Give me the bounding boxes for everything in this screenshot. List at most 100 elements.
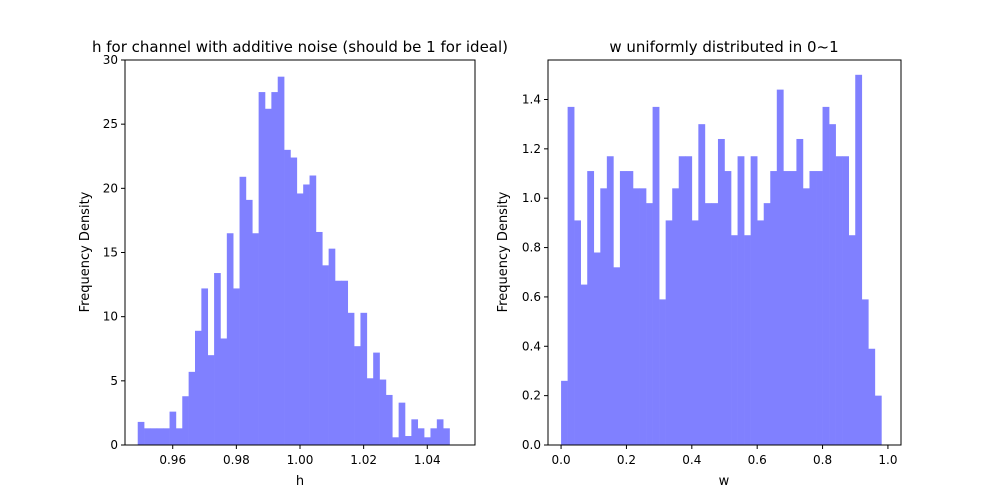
histogram-bar: [328, 248, 336, 445]
histogram-bar: [265, 108, 272, 446]
histogram-bar: [252, 233, 259, 445]
histogram-bar: [144, 428, 151, 445]
histogram-bar: [398, 402, 406, 445]
histogram-bar: [354, 346, 361, 445]
histogram-bar: [424, 437, 431, 445]
histogram-bar: [175, 428, 183, 445]
histogram-bar: [646, 203, 653, 445]
histogram-bar: [392, 437, 399, 445]
x-tick-label: 1.0: [878, 453, 897, 467]
histogram-bar: [315, 231, 323, 445]
chart-title: w uniformly distributed in 0~1: [609, 38, 838, 56]
histogram-bar: [373, 352, 380, 445]
histogram-bar: [226, 233, 234, 445]
y-tick-label: 15: [103, 246, 118, 260]
histogram-bar: [842, 156, 850, 445]
histogram-bar: [430, 428, 438, 445]
histogram-bar: [848, 235, 856, 445]
histogram-bar: [672, 188, 680, 446]
histogram-bar: [309, 175, 317, 445]
histogram-bar: [443, 428, 450, 445]
y-axis-label: Frequency Density: [496, 191, 511, 312]
x-tick-label: 0.0: [552, 453, 571, 467]
histogram-bar: [757, 220, 765, 445]
histogram-bar: [385, 394, 393, 445]
histogram-bar: [182, 396, 189, 445]
histogram-bar: [574, 220, 581, 445]
histogram-bar: [816, 171, 823, 446]
histogram-bar: [366, 378, 374, 445]
histogram-bar: [737, 156, 745, 445]
histogram-bar: [626, 171, 634, 446]
x-axis-label: w: [719, 474, 730, 489]
histogram-bar: [245, 199, 253, 445]
histogram-bar: [855, 74, 863, 446]
histogram-bar: [711, 203, 719, 445]
plot-frame: [124, 59, 476, 446]
histogram-bar: [691, 220, 699, 445]
x-axis-ticks: 0.0 0.2 0.4 0.6 0.8 1.0: [552, 445, 897, 467]
histogram-bar: [835, 156, 843, 445]
x-tick-label: 0.6: [748, 453, 767, 467]
y-tick-label: 0.2: [522, 389, 541, 403]
x-tick-label: 1.00: [287, 453, 314, 467]
histogram-bar: [639, 188, 647, 446]
histogram-bar: [809, 171, 817, 446]
histogram-bar: [347, 312, 355, 445]
histogram-bar: [150, 428, 158, 445]
y-tick-label: 0: [110, 438, 118, 452]
histogram-bar: [580, 284, 588, 445]
histogram-bar: [290, 157, 298, 446]
y-tick-label: 20: [103, 181, 118, 195]
histogram-bar: [417, 428, 425, 445]
histogram-bar: [341, 280, 349, 445]
histogram-bar: [776, 89, 784, 445]
histogram-bar: [303, 184, 310, 445]
x-tick-label: 1.02: [350, 453, 377, 467]
x-tick-label: 0.8: [813, 453, 832, 467]
histogram-bar: [744, 235, 751, 445]
histogram-bar: [704, 203, 712, 445]
y-tick-label: 25: [103, 117, 118, 131]
histogram-bar: [652, 106, 660, 446]
histogram-bar: [201, 288, 209, 445]
y-axis-label: Frequency Density: [78, 191, 93, 312]
histogram-bar: [593, 252, 601, 445]
histogram-bar: [296, 193, 304, 445]
histogram-bar: [659, 299, 666, 445]
histogram-bar: [619, 171, 627, 446]
histogram-bar: [724, 171, 732, 446]
histogram-bar: [606, 156, 614, 445]
x-tick-label: 0.96: [159, 453, 186, 467]
histogram-bar: [258, 92, 266, 445]
histogram-bar: [632, 188, 640, 446]
x-tick-label: 0.98: [223, 453, 250, 467]
histogram-bar: [665, 220, 673, 445]
x-axis-label: h: [296, 474, 304, 489]
histogram-h-panel: h for channel with additive noise (shoul…: [78, 38, 508, 489]
histogram-bar: [207, 355, 215, 445]
histogram-bar: [214, 273, 221, 445]
x-tick-label: 0.2: [617, 453, 636, 467]
histogram-bar: [861, 299, 869, 445]
histogram-bar: [717, 138, 725, 445]
histogram-bar: [829, 124, 836, 446]
histogram-bar: [789, 171, 797, 446]
histogram-bar: [783, 171, 791, 446]
y-tick-label: 0.8: [522, 241, 541, 255]
histogram-bar: [284, 149, 291, 446]
histogram-bar: [411, 419, 419, 445]
chart-title: h for channel with additive noise (shoul…: [92, 38, 508, 56]
y-tick-label: 0.0: [522, 438, 541, 452]
histogram-bar: [188, 371, 196, 445]
x-tick-label: 1.04: [414, 453, 441, 467]
histogram-bar: [698, 124, 706, 446]
x-tick-label: 0.4: [682, 453, 701, 467]
histogram-bar: [567, 106, 575, 446]
histogram-bar: [379, 379, 387, 445]
y-tick-label: 0.4: [522, 339, 541, 353]
histogram-bar: [322, 265, 329, 445]
histogram-bar: [195, 330, 202, 445]
histogram-bar: [137, 421, 145, 445]
